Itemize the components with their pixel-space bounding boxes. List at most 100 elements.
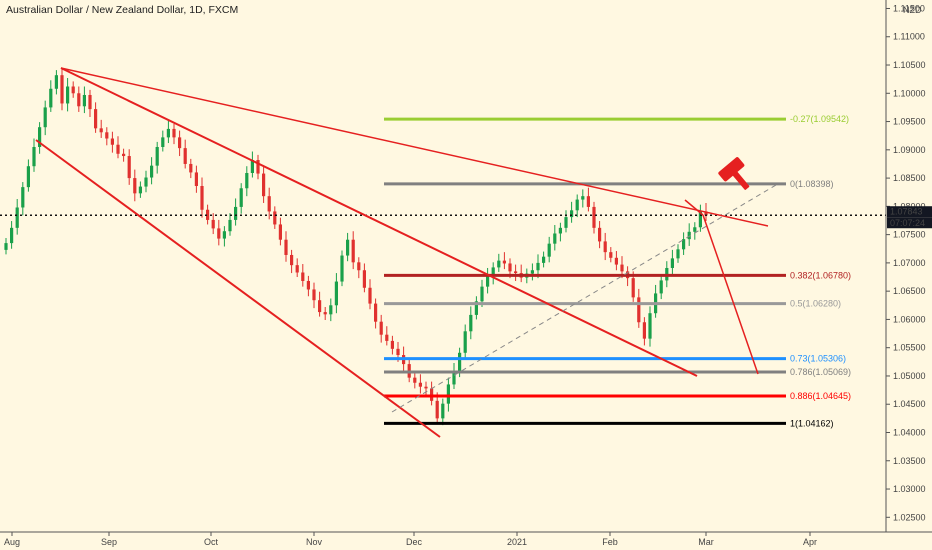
candle-body bbox=[486, 276, 490, 287]
candle-body bbox=[166, 128, 170, 138]
candle-body bbox=[514, 271, 518, 274]
candle-body bbox=[474, 301, 478, 315]
time-tick-label: Dec bbox=[406, 537, 423, 547]
chart-title: Australian Dollar / New Zealand Dollar, … bbox=[6, 4, 239, 16]
candle-body bbox=[458, 352, 462, 372]
candle-body bbox=[234, 206, 238, 220]
candle-body bbox=[267, 196, 271, 212]
candle-body bbox=[183, 148, 187, 164]
candle-body bbox=[396, 348, 400, 356]
price-tick-label: 1.08500 bbox=[893, 173, 926, 183]
price-tick-label: 1.05500 bbox=[893, 343, 926, 353]
fib-label: 0.786(1.05069) bbox=[790, 367, 851, 377]
candle-body bbox=[99, 128, 103, 133]
candle-body bbox=[318, 300, 322, 313]
candle-body bbox=[66, 86, 70, 104]
candle-body bbox=[200, 186, 204, 210]
projection-line bbox=[702, 214, 759, 375]
candle-body bbox=[284, 239, 288, 255]
candle-body bbox=[586, 196, 590, 207]
price-tick-label: 1.06000 bbox=[893, 314, 926, 324]
current-price-label: 1.07843 bbox=[890, 207, 923, 217]
price-tick-label: 1.10500 bbox=[893, 60, 926, 70]
candle-body bbox=[312, 289, 316, 301]
candle-body bbox=[480, 286, 484, 302]
time-tick-label: Oct bbox=[204, 537, 219, 547]
candle-body bbox=[105, 132, 109, 139]
upper-channel-line bbox=[60, 67, 698, 377]
candle-body bbox=[217, 228, 221, 239]
time-tick-label: Apr bbox=[803, 537, 817, 547]
candle-body bbox=[222, 231, 226, 239]
price-tick-label: 1.11500 bbox=[893, 3, 925, 13]
fib-label: 0.886(1.04645) bbox=[790, 391, 851, 401]
time-tick-label: Feb bbox=[602, 537, 618, 547]
candle-body bbox=[161, 137, 165, 147]
candle-body bbox=[110, 138, 114, 145]
price-tick-label: 1.11000 bbox=[893, 32, 925, 42]
candle-body bbox=[385, 334, 389, 341]
candle-body bbox=[49, 88, 53, 108]
candle-body bbox=[357, 262, 361, 271]
candle-body bbox=[502, 260, 506, 264]
candle-body bbox=[446, 384, 450, 404]
fib-label: 0.73(1.05306) bbox=[790, 354, 846, 364]
candle-body bbox=[262, 173, 266, 197]
candle-body bbox=[38, 127, 42, 147]
price-axis-panel bbox=[886, 0, 932, 550]
price-tick-label: 1.03000 bbox=[893, 484, 926, 494]
price-tick-label: 1.05000 bbox=[893, 371, 926, 381]
price-tick-label: 1.04000 bbox=[893, 427, 926, 437]
fib-label: -0.27(1.09542) bbox=[790, 114, 849, 124]
candle-body bbox=[676, 249, 680, 259]
candle-body bbox=[116, 144, 120, 154]
candle-body bbox=[536, 262, 540, 271]
fib-label: 0(1.08398) bbox=[790, 179, 834, 189]
price-tick-label: 1.02500 bbox=[893, 512, 926, 522]
candle-body bbox=[172, 128, 176, 138]
fib-levels: -0.27(1.09542) 0(1.08398) 0.382(1.06780) 0.… bbox=[384, 114, 851, 428]
candle-body bbox=[178, 137, 182, 149]
candle-body bbox=[592, 206, 596, 228]
price-tick-label: 1.09500 bbox=[893, 117, 926, 127]
time-tick-label: Mar bbox=[698, 537, 714, 547]
candle-body bbox=[670, 258, 674, 268]
candle-body bbox=[278, 224, 282, 240]
candle-body bbox=[609, 252, 613, 258]
gavel-handle bbox=[732, 171, 750, 190]
currency-badge: NZD bbox=[903, 5, 922, 15]
time-tick-label: Nov bbox=[306, 537, 323, 547]
candle-body bbox=[54, 75, 58, 89]
candle-body bbox=[144, 177, 148, 187]
candle-body bbox=[418, 382, 422, 387]
candle-body bbox=[698, 211, 702, 228]
candle-body bbox=[10, 227, 14, 244]
candle-body bbox=[682, 239, 686, 250]
current-price-badge bbox=[887, 206, 932, 218]
candle-body bbox=[575, 199, 579, 211]
candle-body bbox=[687, 231, 691, 240]
candle-body bbox=[603, 241, 607, 253]
candle-body bbox=[642, 322, 646, 339]
candle-body bbox=[301, 272, 305, 281]
price-tick-label: 1.07500 bbox=[893, 230, 926, 240]
trend-drawings bbox=[0, 67, 886, 438]
candle-body bbox=[133, 178, 137, 194]
candle-body bbox=[379, 321, 383, 335]
candle-body bbox=[564, 217, 568, 228]
candle-body bbox=[648, 313, 652, 339]
countdown-label: 07:07:24 bbox=[890, 218, 925, 228]
candle-body bbox=[329, 305, 333, 315]
gavel-icon bbox=[718, 157, 750, 190]
candle-body bbox=[424, 386, 428, 389]
candle-body bbox=[32, 146, 36, 167]
candle-body bbox=[194, 172, 198, 187]
candle-body bbox=[362, 270, 366, 288]
candle-body bbox=[239, 188, 243, 207]
time-tick-label: 2021 bbox=[507, 537, 527, 547]
candle-body bbox=[340, 255, 344, 282]
candle-body bbox=[570, 210, 574, 218]
candle-body bbox=[542, 256, 546, 263]
price-tick-label: 1.09000 bbox=[893, 145, 926, 155]
